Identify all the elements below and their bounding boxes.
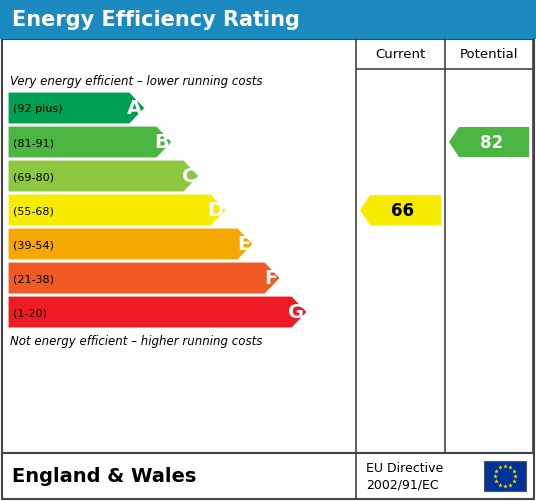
Text: (92 plus): (92 plus)	[13, 104, 63, 114]
Text: B: B	[154, 133, 169, 152]
Text: (39-54): (39-54)	[13, 239, 54, 249]
Text: C: C	[182, 167, 196, 186]
Bar	[0, 0, 536, 40]
Polygon shape	[8, 297, 307, 328]
Text: (81-91): (81-91)	[13, 138, 54, 148]
Text: Energy Efficiency Rating: Energy Efficiency Rating	[12, 10, 300, 30]
Text: (1-20): (1-20)	[13, 308, 47, 317]
Text: F: F	[264, 269, 277, 288]
Text: England & Wales: England & Wales	[12, 466, 196, 485]
Text: Potential: Potential	[460, 49, 518, 62]
Bar	[484, 461, 526, 491]
Polygon shape	[8, 127, 172, 159]
Text: A: A	[127, 99, 142, 118]
Polygon shape	[8, 194, 226, 226]
Text: (21-38): (21-38)	[13, 274, 54, 284]
Text: 66: 66	[391, 201, 414, 219]
Text: G: G	[288, 303, 304, 322]
Bar	[2, 453, 534, 499]
Polygon shape	[449, 128, 529, 158]
Polygon shape	[8, 263, 280, 295]
Polygon shape	[360, 195, 441, 225]
Polygon shape	[8, 161, 199, 192]
Text: (69-80): (69-80)	[13, 172, 54, 182]
Text: Not energy efficient – higher running costs: Not energy efficient – higher running co…	[10, 334, 263, 347]
Polygon shape	[8, 93, 145, 125]
Text: Current: Current	[375, 49, 426, 62]
Bar	[2, 40, 534, 453]
Text: E: E	[237, 235, 250, 254]
Text: Very energy efficient – lower running costs: Very energy efficient – lower running co…	[10, 74, 263, 87]
Text: EU Directive
2002/91/EC: EU Directive 2002/91/EC	[366, 461, 443, 491]
Text: 82: 82	[480, 134, 503, 152]
Polygon shape	[8, 228, 253, 261]
Text: D: D	[207, 201, 223, 220]
Text: (55-68): (55-68)	[13, 205, 54, 215]
